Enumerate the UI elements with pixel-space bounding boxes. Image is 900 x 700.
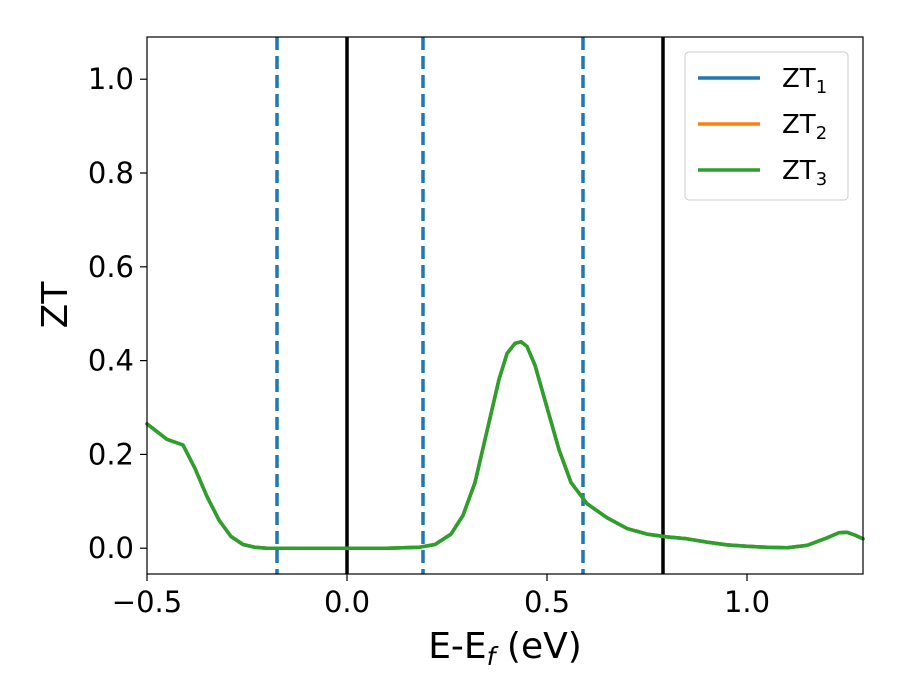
x-axis-title-unit: (eV): [495, 626, 581, 667]
legend-label-3: ZT3: [782, 156, 827, 190]
vertical-lines-layer: [275, 37, 665, 574]
y-tick-label: 0.8: [88, 156, 134, 190]
series-line-3: [145, 340, 865, 550]
y-axis: 0.0 0.2 0.4 0.6 0.8 1.0: [88, 62, 147, 565]
legend-frame: [684, 51, 849, 201]
x-tick-label: 0.5: [524, 585, 570, 619]
series-layer: [145, 340, 865, 550]
y-axis-title: ZT: [35, 281, 76, 329]
legend: ZT1 ZT2 ZT3: [684, 51, 849, 201]
y-tick-label: 0.4: [88, 344, 134, 378]
x-axis: −0.5 0.0 0.5 1.0: [112, 574, 770, 619]
series-line-1: [145, 340, 865, 550]
y-tick-label: 0.2: [88, 437, 134, 471]
y-tick-label: 0.6: [88, 250, 134, 284]
x-axis-title: E-Ef (eV): [428, 626, 582, 671]
legend-label-1: ZT1: [782, 64, 827, 98]
x-tick-label: 0.0: [324, 585, 370, 619]
x-axis-title-main: E-E: [428, 626, 486, 667]
y-tick-label: 1.0: [88, 62, 134, 96]
x-tick-label: 1.0: [724, 585, 770, 619]
legend-label-2: ZT2: [782, 110, 827, 144]
series-line-2: [145, 340, 865, 550]
x-tick-label: −0.5: [112, 585, 182, 619]
y-tick-label: 0.0: [88, 531, 134, 565]
plot-area-frame: [146, 36, 864, 575]
legend-items: ZT1 ZT2 ZT3: [698, 64, 827, 190]
